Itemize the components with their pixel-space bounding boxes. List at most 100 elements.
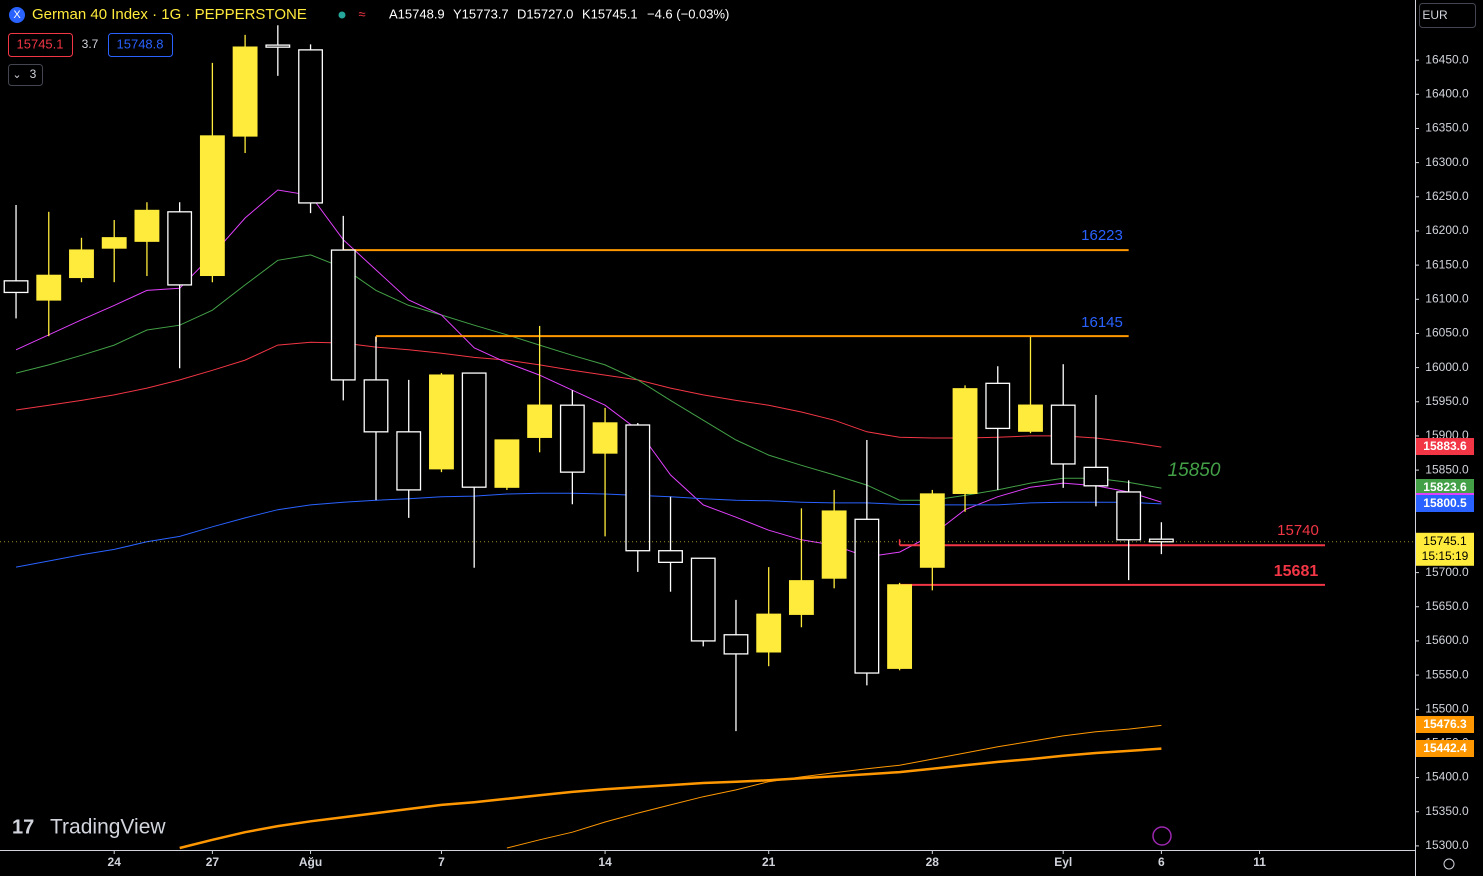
candle-body [101,237,127,249]
currency[interactable]: EUR [1422,8,1448,22]
y-tick-label: 15700.0 [1425,565,1469,579]
x-tick-label: 14 [598,855,612,869]
symbol-icon [9,7,25,23]
ohlc-open: A15748.9 [389,6,445,21]
candle-body [1148,538,1174,543]
indicator-count[interactable]: 3 [30,67,37,81]
price-box [1416,716,1474,733]
y-tick-label: 16200.0 [1425,223,1469,237]
candle-body [69,249,94,279]
candle-body [1018,404,1043,432]
candle-body [985,382,1011,430]
y-tick-label: 16000.0 [1425,360,1469,374]
y-tick-label: 15500.0 [1425,701,1469,715]
candle-body [330,249,356,381]
candle-body [36,274,62,301]
candle-body [232,46,258,137]
spread: 3.7 [82,37,99,51]
y-tick-label: 16450.0 [1425,52,1469,66]
candle-body [854,518,880,674]
ohlc-change: −4.6 (−0.03%) [647,6,729,21]
y-tick-label: 16400.0 [1425,86,1469,100]
ohlc-high: Y15773.7 [453,6,509,21]
candle-body [919,493,945,568]
candle-body [429,374,454,470]
candle-body [167,211,193,286]
ask-box[interactable] [108,33,173,57]
y-tick-label: 15600.0 [1425,633,1469,647]
settings-icon[interactable] [1443,858,1455,870]
symbol-title: German 40 Index · 1G · PEPPERSTONE [32,6,307,23]
candle-body [461,372,487,488]
candle-body [658,550,683,563]
candle-body [821,510,847,579]
candle-body [527,404,553,438]
candle-body [1116,491,1142,541]
x-tick-label: 24 [108,855,122,869]
x-tick-label: 11 [1253,855,1266,869]
y-tick-label: 15300.0 [1425,838,1469,852]
candle-body [363,379,389,433]
candle-body [723,634,749,655]
price-box-label: 15476.3 [1423,717,1467,731]
y-tick-label: 16050.0 [1425,326,1469,340]
y-tick-label: 15400.0 [1425,770,1469,784]
logo-mark: 17 [12,816,34,838]
price-box-label: 15883.6 [1423,439,1467,453]
countdown: 15:15:19 [1422,549,1469,563]
candle-body [298,49,323,204]
ask[interactable]: 15748.8 [117,36,164,51]
candle-body [1083,466,1109,487]
y-tick-label: 15350.0 [1425,804,1469,818]
logo: TradingView [50,816,166,839]
annotation: 15681 [1274,563,1319,580]
price-box [1416,479,1474,496]
bid[interactable]: 15745.1 [17,36,64,51]
y-tick-label: 15650.0 [1425,599,1469,613]
ma-line [179,747,1162,850]
currency-box[interactable] [1419,3,1476,28]
y-tick-label: 15850.0 [1425,462,1469,476]
annotation: 15740 [1277,522,1319,539]
x-tick-label: Ağu [299,855,322,869]
chevron[interactable]: ⌄ [12,69,21,81]
symbol-icon-glyph: X [13,9,21,21]
annotation: 16223 [1081,227,1123,244]
x-tick-label: 7 [438,855,445,869]
y-tick-label: 15550.0 [1425,667,1469,681]
ma-line [15,254,1162,501]
price-box-label: 15823.6 [1423,480,1467,494]
candle-body [952,388,978,494]
candle-body [3,280,29,294]
indicator-toggle[interactable] [8,64,43,86]
y-tick-label: 16150.0 [1425,257,1469,271]
bid-box[interactable] [8,33,73,57]
flash-icon[interactable] [1152,826,1172,846]
candle-body [592,422,618,454]
price-box [1416,495,1474,512]
candle-body [199,135,225,277]
x-tick-label: 27 [206,855,220,869]
plot [0,25,1415,850]
y-tick-label: 16350.0 [1425,121,1469,135]
x-tick-label: 28 [926,855,940,869]
y-tick-label: 16300.0 [1425,155,1469,169]
candle-body [134,209,160,242]
annotation: 15850 [1168,460,1221,481]
y-tick-label: 15950.0 [1425,394,1469,408]
price-box-label: 15800.5 [1423,496,1467,510]
candle-body [559,404,585,473]
candle-body [887,584,913,669]
candle-body [494,439,520,488]
ma-line [15,492,1162,568]
price-box [1416,438,1474,455]
status-icon: ≈ [358,6,365,21]
candle-body [265,44,291,48]
candle-body [756,613,782,653]
annotation: 16145 [1081,314,1123,331]
price-box [1416,740,1474,757]
ma-line [506,724,1162,849]
candle-body [625,424,651,552]
